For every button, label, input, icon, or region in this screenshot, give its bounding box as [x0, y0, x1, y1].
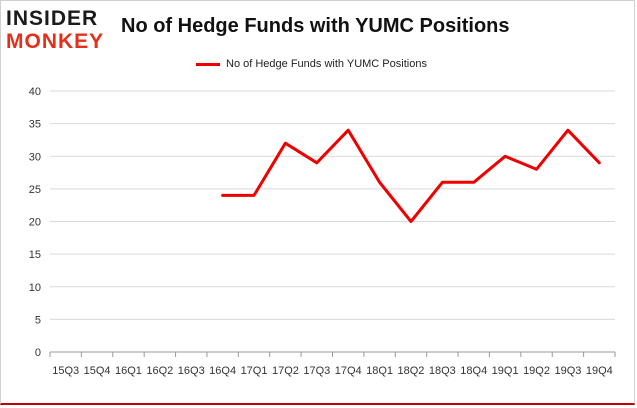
series-line-0 — [221, 128, 601, 223]
y-tick-label: 0 — [35, 347, 41, 359]
x-tick-label: 15Q4 — [84, 365, 111, 377]
x-tick-label: 19Q1 — [492, 365, 519, 377]
x-tick-label: 19Q3 — [554, 365, 581, 377]
x-tick-label: 17Q4 — [335, 365, 362, 377]
x-tick-label: 16Q2 — [146, 365, 173, 377]
logo-text-insider: INSIDER — [6, 7, 99, 30]
y-tick-label: 30 — [29, 151, 41, 163]
x-tick-label: 17Q3 — [303, 365, 330, 377]
x-tick-label: 19Q2 — [523, 365, 550, 377]
y-tick-label: 10 — [29, 282, 41, 294]
y-tick-label: 40 — [29, 86, 41, 98]
logo-text-monkey: MONKEY — [6, 30, 105, 53]
x-tick-label: 17Q1 — [241, 365, 268, 377]
x-tick-label: 16Q4 — [209, 365, 236, 377]
x-tick-label: 16Q3 — [178, 365, 205, 377]
y-tick-label: 25 — [29, 184, 41, 196]
chart-title: No of Hedge Funds with YUMC Positions — [121, 15, 510, 37]
y-tick-label: 20 — [29, 217, 41, 229]
insider-monkey-logo: INSIDER MONKEY — [4, 4, 114, 54]
x-tick-label: 15Q3 — [52, 365, 79, 377]
y-tick-label: 5 — [35, 314, 41, 326]
x-tick-label: 18Q3 — [429, 365, 456, 377]
y-tick-label: 15 — [29, 249, 41, 261]
chart-legend: No of Hedge Funds with YUMC Positions — [196, 56, 427, 72]
x-tick-label: 18Q1 — [366, 365, 393, 377]
x-tick-label: 18Q4 — [460, 365, 487, 377]
x-tick-label: 18Q2 — [398, 365, 425, 377]
x-tick-label: 16Q1 — [115, 365, 142, 377]
y-tick-label: 35 — [29, 119, 41, 131]
x-tick-label: 19Q4 — [586, 365, 613, 377]
legend-label: No of Hedge Funds with YUMC Positions — [226, 58, 427, 70]
legend-swatch — [196, 62, 220, 66]
x-tick-label: 17Q2 — [272, 365, 299, 377]
